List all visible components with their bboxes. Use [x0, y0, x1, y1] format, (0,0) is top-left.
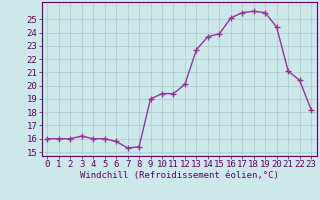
X-axis label: Windchill (Refroidissement éolien,°C): Windchill (Refroidissement éolien,°C): [80, 171, 279, 180]
